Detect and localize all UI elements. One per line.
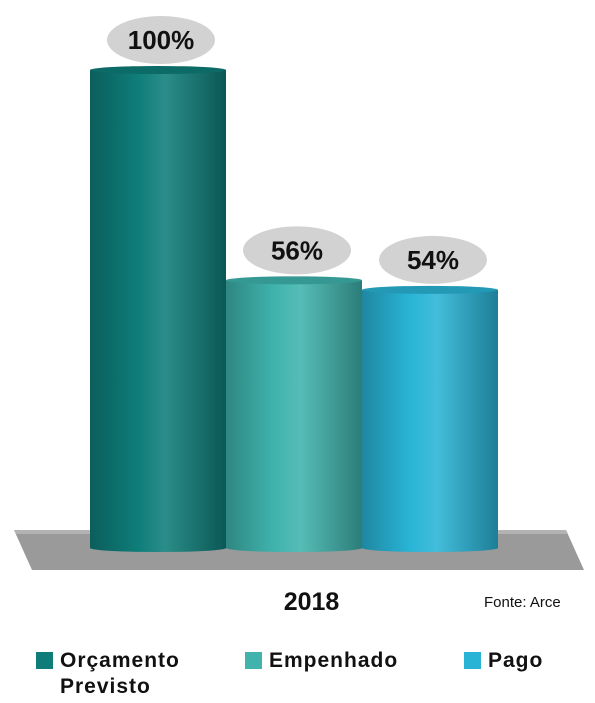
bar-top — [90, 66, 226, 74]
bar-top — [226, 276, 362, 285]
source-note: Fonte: Arce — [484, 594, 561, 611]
legend-swatch-orcamento — [36, 652, 53, 669]
value-label: 56% — [271, 235, 323, 265]
value-label-bubble — [379, 235, 487, 284]
legend-item-orcamento: Orçamento Previsto — [36, 648, 220, 700]
bar-3 — [362, 285, 498, 552]
bar-body — [90, 70, 226, 552]
legend-label-pago: Pago — [488, 649, 544, 672]
legend-label-empenhado: Empenhado — [269, 649, 399, 672]
bar-body — [362, 289, 498, 552]
bar-body — [226, 280, 362, 552]
bar-chart: 100% 56% 54% — [14, 16, 584, 570]
value-label-bubble — [243, 226, 351, 275]
bar-2 — [226, 276, 362, 552]
bar-1 — [90, 66, 226, 552]
legend-swatch-empenhado — [245, 652, 262, 669]
legend-swatch-pago — [464, 652, 481, 669]
legend-item-empenhado: Empenhado — [245, 648, 398, 674]
bar-top — [362, 285, 498, 294]
value-label: 54% — [407, 245, 459, 275]
legend-item-pago: Pago — [464, 648, 543, 674]
legend-label-orcamento: Orçamento Previsto — [60, 649, 180, 698]
x-category-label: 2018 — [283, 588, 340, 616]
value-label: 100% — [128, 25, 195, 55]
value-label-bubble — [107, 16, 215, 64]
